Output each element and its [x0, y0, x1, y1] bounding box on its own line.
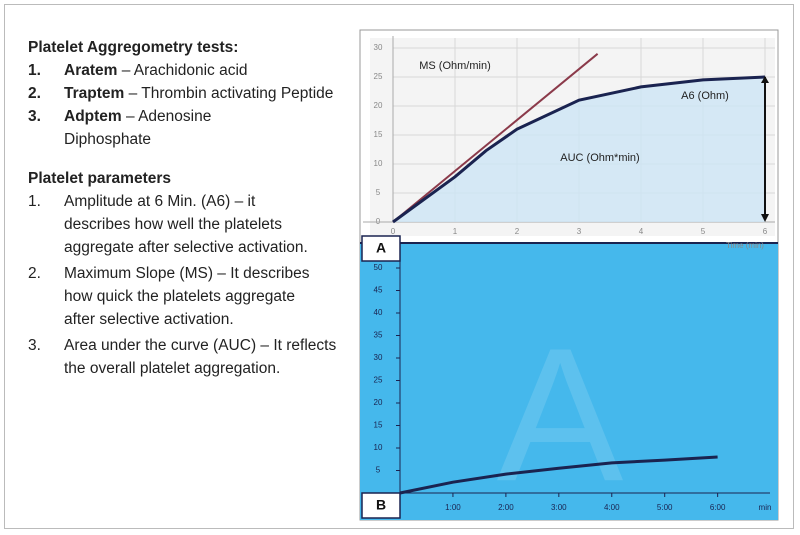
series-label: MS (Ohm/min) [419, 60, 491, 72]
series-label: A6 (Ohm) [681, 90, 729, 102]
area [393, 77, 765, 222]
x-tick-label: 1 [453, 227, 458, 236]
item-number: 3. [28, 337, 41, 354]
item-text: – Thrombin activating Peptide [128, 85, 334, 102]
annotation: AUC (Ohm*min) [560, 152, 639, 164]
item-number: 1. [28, 193, 41, 210]
list-item: 3. Area under the curve (AUC) – It reflec… [28, 334, 356, 380]
panel-label: B [376, 497, 386, 513]
panel-label-box [361, 492, 401, 519]
arrow-head [761, 214, 769, 222]
list-item: 1. Aratem – Arachidonic acid [28, 59, 356, 82]
y-tick-label: 50 [374, 263, 383, 272]
y-tick-label: 5 [376, 466, 381, 475]
list-item: 2. Maximum Slope (MS) – It describes how … [28, 262, 356, 331]
item-number: 2. [28, 265, 41, 282]
text-panel: Platelet Aggregometry tests: 1. Aratem – … [28, 36, 356, 380]
item-number: 1. [28, 62, 41, 79]
y-tick-label: 5 [376, 188, 381, 197]
x-axis-label: min [759, 503, 772, 512]
x-tick-label: 5:00 [657, 503, 673, 512]
x-tick-label: 4:00 [604, 503, 620, 512]
line [399, 455, 718, 495]
heading: Platelet Aggregometry tests: [28, 39, 239, 56]
y-tick-label: 35 [374, 331, 383, 340]
y-tick-label: 30 [374, 353, 383, 362]
arrow-head [761, 76, 769, 83]
y-tick-label: 20 [374, 101, 383, 110]
plot-background [360, 243, 778, 520]
list-item: 3. Adptem – Adenosine Diphosphate [28, 105, 356, 151]
line [392, 75, 766, 224]
x-axis-label: Time (min) [726, 241, 764, 250]
list-item: 2. Traptem – Thrombin activating Peptide [28, 82, 356, 105]
x-tick-label: 6 [763, 227, 768, 236]
heading: Platelet parameters [28, 170, 172, 187]
item-name: Aratem [64, 62, 118, 79]
item-text: Amplitude at 6 Min. (A6) – it describes … [64, 193, 308, 256]
item-number: 3. [28, 108, 41, 125]
x-tick-label: 2 [515, 227, 520, 236]
frame [4, 4, 794, 529]
panel-label: A [376, 240, 386, 256]
item-name: Adptem [64, 108, 122, 125]
x-tick-label: 4 [639, 227, 644, 236]
item-name: Traptem [64, 85, 125, 102]
y-tick-label: 10 [374, 443, 383, 452]
list-item: 1. Amplitude at 6 Min. (A6) – it describe… [28, 190, 356, 259]
watermark: A [497, 309, 624, 521]
y-tick-label: 10 [374, 159, 383, 168]
x-tick-label: 1:00 [445, 503, 461, 512]
item-number: 2. [28, 85, 41, 102]
y-tick-label: 20 [374, 398, 383, 407]
y-tick-label: 40 [374, 308, 383, 317]
x-tick-label: 0 [391, 227, 396, 236]
y-tick-label: 15 [374, 421, 383, 430]
x-tick-label: 3:00 [551, 503, 567, 512]
y-tick-label: 45 [374, 286, 383, 295]
x-tick-label: 5 [701, 227, 706, 236]
line [392, 53, 599, 223]
y-tick-label: 30 [374, 43, 383, 52]
item-text: – Arachidonic acid [121, 62, 248, 79]
y-tick-label: 15 [374, 130, 383, 139]
x-tick-label: 3 [577, 227, 582, 236]
panel-label-box [361, 235, 401, 262]
item-text: Area under the curve (AUC) – It reflects… [64, 337, 337, 377]
item-text: Maximum Slope (MS) – It describes how qu… [64, 265, 310, 328]
x-tick-label: 2:00 [498, 503, 514, 512]
x-tick-label: 6:00 [710, 503, 726, 512]
y-tick-label: 25 [374, 376, 383, 385]
item-text: – Adenosine Diphosphate [64, 108, 212, 148]
y-tick-label: 25 [374, 72, 383, 81]
